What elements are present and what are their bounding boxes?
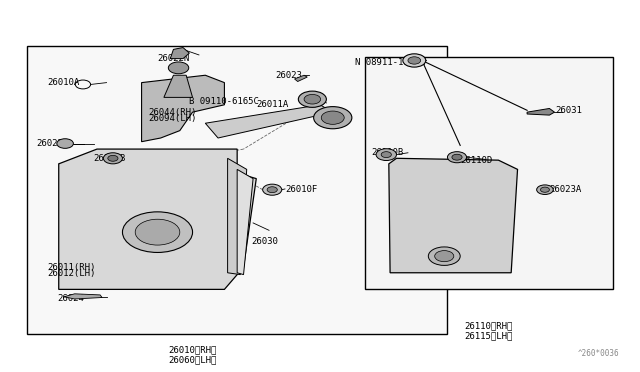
Circle shape [267,187,277,193]
Text: 26011A: 26011A [256,100,289,109]
Circle shape [540,187,549,192]
Text: 26012(LH): 26012(LH) [47,269,95,278]
Text: 26110B: 26110B [94,154,126,163]
Circle shape [376,149,396,161]
Polygon shape [205,105,333,138]
FancyBboxPatch shape [27,46,447,334]
Polygon shape [389,158,518,273]
Polygon shape [141,75,225,142]
Polygon shape [237,169,253,275]
Circle shape [262,184,282,195]
Polygon shape [294,75,307,81]
Text: 26030: 26030 [251,237,278,246]
Circle shape [452,154,462,160]
Text: B 09110-6165C: B 09110-6165C [189,97,259,106]
Text: 26024: 26024 [58,294,84,303]
Text: 26110D: 26110D [460,155,492,165]
Circle shape [135,219,180,245]
Text: 26031: 26031 [556,106,582,115]
Polygon shape [59,149,256,289]
Text: 26022N: 26022N [157,54,189,63]
Text: 26110（RH）: 26110（RH） [465,322,513,331]
Circle shape [103,153,122,164]
Circle shape [403,54,426,67]
Circle shape [57,139,74,148]
Circle shape [314,107,352,129]
Text: 26010（RH）: 26010（RH） [168,346,217,355]
Circle shape [435,251,454,262]
Circle shape [321,111,344,124]
Polygon shape [164,75,193,97]
Text: 26115（LH）: 26115（LH） [465,331,513,340]
Text: 26010F: 26010F [285,185,317,194]
Text: 26110B: 26110B [371,148,403,157]
Polygon shape [170,48,189,59]
Text: ^260*0036: ^260*0036 [578,349,620,358]
Circle shape [168,62,189,74]
Text: 26094(LH): 26094(LH) [148,114,196,123]
FancyBboxPatch shape [365,57,613,289]
Text: 26060（LH）: 26060（LH） [168,355,217,364]
Circle shape [108,155,118,161]
Polygon shape [527,109,554,115]
Circle shape [298,91,326,108]
Circle shape [122,212,193,253]
Polygon shape [228,158,246,275]
Circle shape [428,247,460,265]
Text: 26011(RH): 26011(RH) [47,263,95,272]
Circle shape [381,152,392,158]
Circle shape [408,57,420,64]
Circle shape [447,152,467,163]
Text: 26010A: 26010A [47,78,79,87]
Circle shape [537,185,553,195]
Circle shape [304,94,321,104]
Text: 26023A: 26023A [549,185,582,194]
Polygon shape [64,294,102,299]
Text: 26022M: 26022M [36,139,68,148]
Text: 26044(RH): 26044(RH) [148,108,196,117]
Text: N 08911-1062A: N 08911-1062A [355,58,425,67]
Text: 26023: 26023 [275,71,302,80]
